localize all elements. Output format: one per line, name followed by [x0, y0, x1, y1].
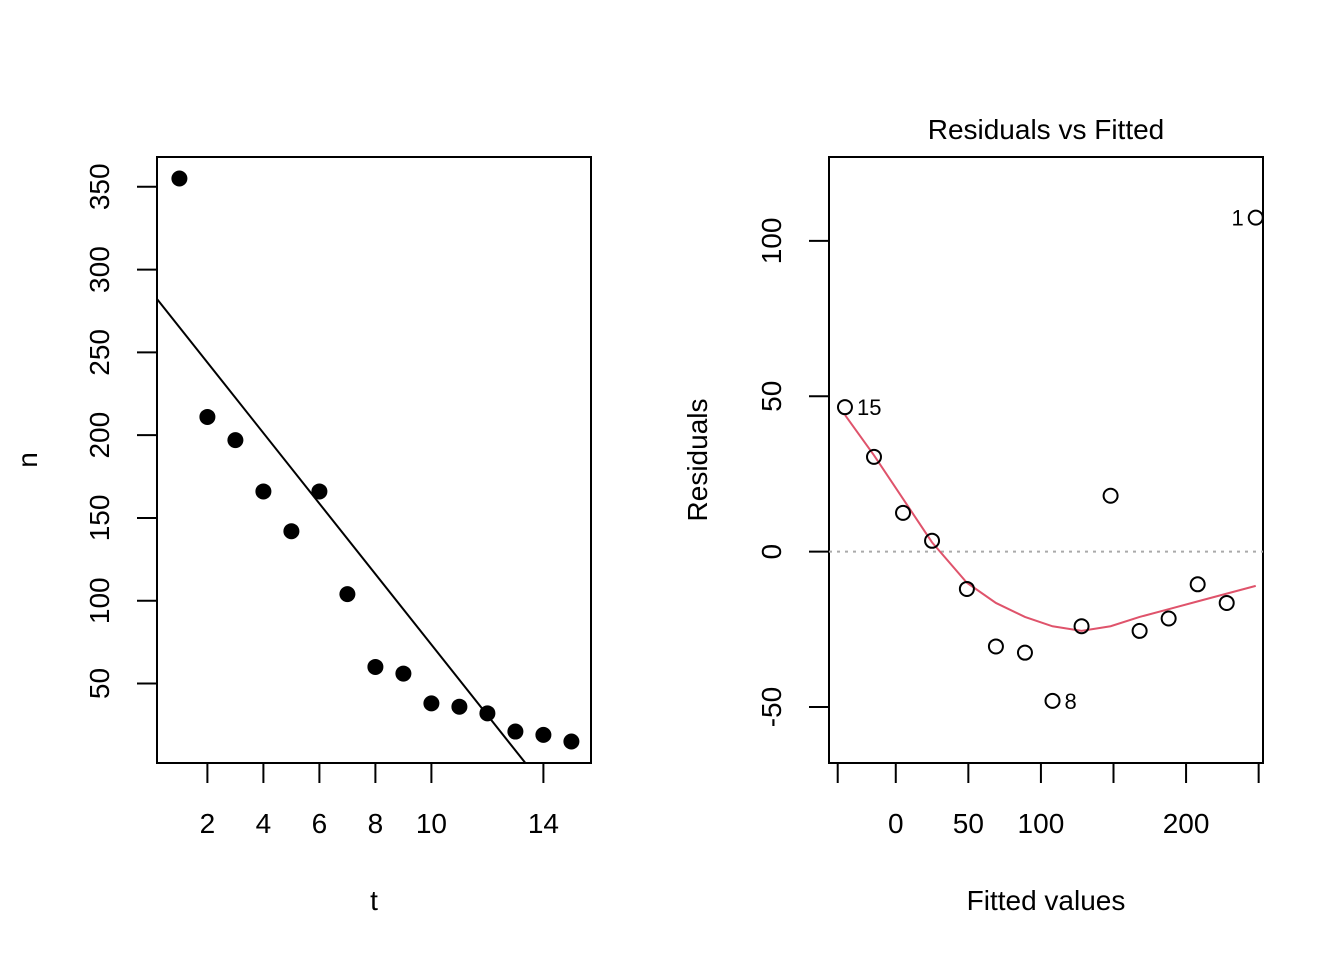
x-axis-label: t — [370, 885, 378, 916]
y-axis: -50 0 50 100 — [756, 218, 830, 727]
x-tick-label: 14 — [528, 808, 559, 839]
x-axis-label: Fitted values — [967, 885, 1126, 916]
data-point — [367, 658, 384, 675]
smooth-line-group — [844, 414, 1257, 632]
data-point — [395, 665, 412, 682]
y-tick-label: 200 — [84, 412, 115, 459]
smooth-line — [844, 414, 1257, 632]
data-point — [255, 483, 272, 500]
data-point — [987, 638, 1004, 655]
data-point — [1247, 209, 1264, 226]
data-point — [1160, 610, 1177, 627]
data-point — [227, 432, 244, 449]
data-point — [199, 408, 216, 425]
data-point — [339, 586, 356, 603]
y-tick-label: 50 — [84, 668, 115, 699]
regression-line-group — [156, 298, 527, 764]
data-point — [1189, 576, 1206, 593]
y-tick-label: 100 — [84, 577, 115, 624]
x-axis: 2 4 6 8 10 14 — [200, 762, 559, 839]
data-points — [171, 170, 580, 750]
data-point — [895, 504, 912, 521]
data-point — [924, 532, 941, 549]
data-point — [958, 580, 975, 597]
scatter-panel-n-vs-t: 2 4 6 8 10 14 50 100 150 200 250 300 350 t n — [12, 156, 592, 916]
data-point — [1016, 644, 1033, 661]
x-tick-label: 10 — [416, 808, 447, 839]
data-point — [1131, 622, 1148, 639]
data-point — [451, 698, 468, 715]
x-tick-label: 4 — [256, 808, 272, 839]
point-label: 15 — [857, 395, 881, 420]
data-point — [479, 705, 496, 722]
x-tick-label: 50 — [953, 808, 984, 839]
data-point — [1102, 487, 1119, 504]
data-point — [283, 523, 300, 540]
data-point — [1044, 692, 1061, 709]
y-tick-label: 100 — [756, 218, 787, 265]
y-tick-label: 300 — [84, 246, 115, 293]
x-tick-label: 100 — [1018, 808, 1065, 839]
plot-box — [828, 156, 1264, 764]
data-point — [507, 723, 524, 740]
data-point — [171, 170, 188, 187]
y-tick-label: 350 — [84, 163, 115, 210]
data-point — [1218, 594, 1235, 611]
data-point — [423, 695, 440, 712]
y-tick-label: 0 — [756, 544, 787, 560]
y-axis-label: Residuals — [682, 399, 713, 522]
data-point — [535, 726, 552, 743]
x-tick-label: 2 — [200, 808, 216, 839]
x-tick-label: 8 — [368, 808, 384, 839]
y-tick-label: 50 — [756, 381, 787, 412]
x-tick-label: 6 — [312, 808, 328, 839]
data-point — [836, 399, 853, 416]
point-label: 1 — [1231, 206, 1243, 231]
y-tick-label: 250 — [84, 329, 115, 376]
x-tick-label: 0 — [888, 808, 904, 839]
data-point — [865, 448, 882, 465]
regression-line — [156, 298, 527, 764]
x-axis: 0 50 100 200 — [836, 762, 1260, 839]
y-axis-label: n — [12, 452, 43, 468]
data-point — [563, 733, 580, 750]
x-tick-label: 200 — [1163, 808, 1210, 839]
y-tick-label: 150 — [84, 495, 115, 542]
y-axis: 50 100 150 200 250 300 350 — [84, 163, 158, 699]
plot-title: Residuals vs Fitted — [928, 114, 1165, 145]
point-label: 8 — [1065, 689, 1077, 714]
y-tick-label: -50 — [756, 687, 787, 727]
residuals-vs-fitted-panel: Residuals vs Fitted 0 50 100 200 -50050100 … — [682, 114, 1264, 916]
data-point — [311, 483, 328, 500]
data-points — [836, 209, 1264, 709]
data-point — [1073, 618, 1090, 635]
